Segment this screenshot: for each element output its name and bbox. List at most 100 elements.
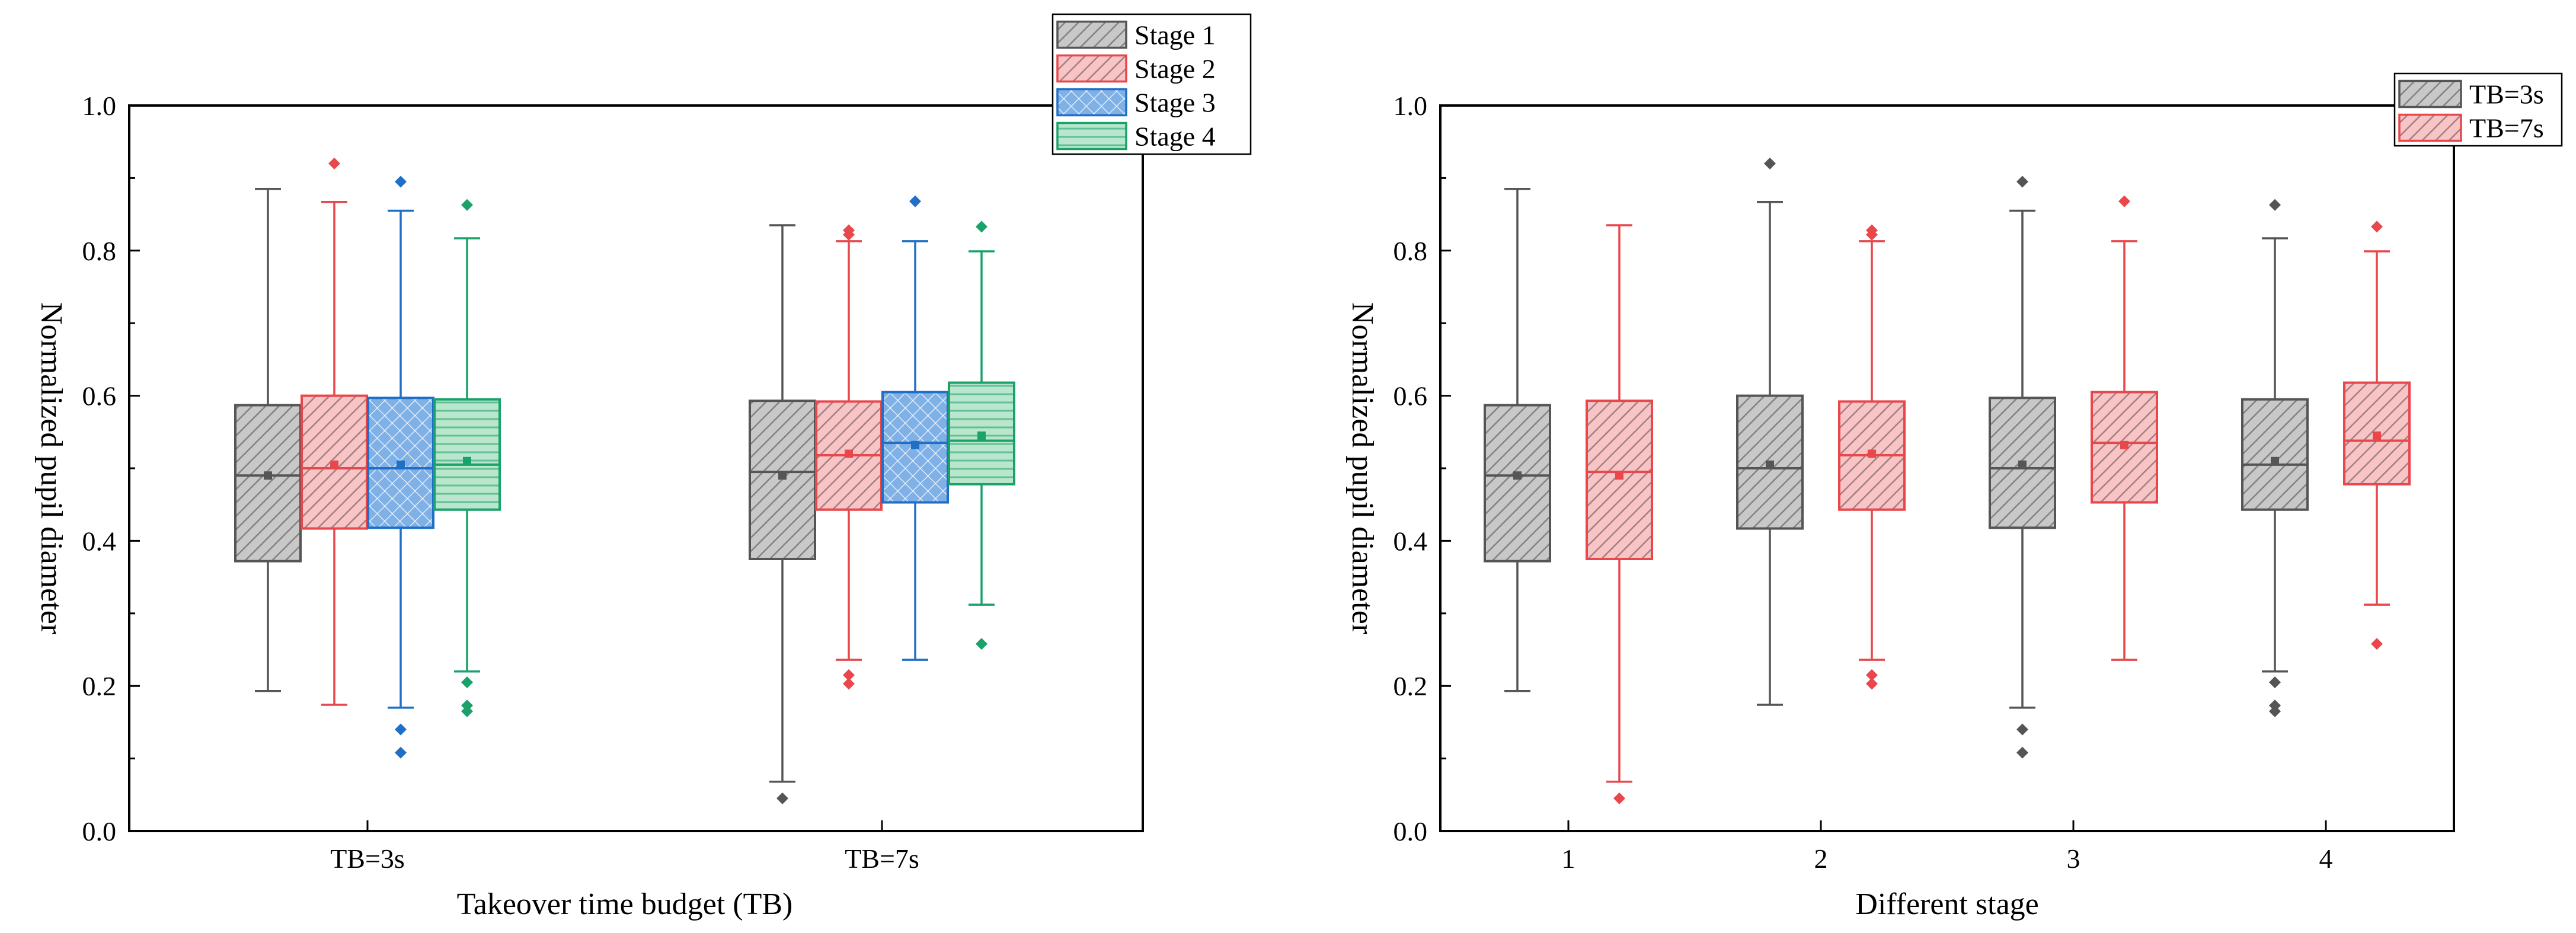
y-tick-label: 0.8 — [82, 236, 117, 266]
y-tick-label: 0.2 — [82, 671, 117, 701]
y-tick-label: 0.0 — [1394, 816, 1428, 846]
legend-swatch-outline — [1056, 54, 1127, 83]
series-tb-7s — [1586, 195, 2411, 804]
legend-label: Stage 1 — [1134, 20, 1216, 50]
x-axis: 1 2 3 4 — [1562, 820, 2333, 874]
legend-swatch-pattern — [2399, 114, 2461, 141]
outlier-point — [2016, 746, 2028, 759]
outlier-point — [2269, 676, 2281, 689]
box — [881, 195, 949, 661]
outlier-point — [2016, 723, 2028, 736]
box-series — [1484, 157, 2411, 804]
x-tick-label: 3 — [2067, 843, 2080, 874]
mean-marker — [1766, 460, 1774, 469]
box-outline — [433, 398, 501, 511]
y-tick-label: 0.4 — [82, 526, 117, 556]
x-axis-title: Different stage — [1855, 887, 2038, 921]
x-axis: TB=3s TB=7s — [330, 820, 919, 874]
legend-label: Stage 2 — [1134, 54, 1216, 84]
mean-marker — [845, 449, 853, 458]
legend-swatch-pattern — [1057, 123, 1126, 149]
x-tick-label: TB=3s — [330, 843, 405, 874]
outlier-point — [1866, 228, 1878, 241]
y-tick-label: 0.6 — [82, 381, 117, 411]
outlier-point — [1866, 669, 1878, 681]
box-pattern — [1587, 401, 1652, 559]
x-tick-label: 2 — [1814, 843, 1828, 874]
outlier-point — [776, 792, 788, 804]
outlier-point — [461, 676, 473, 689]
mean-marker — [2373, 431, 2381, 440]
y-tick-label: 1.0 — [1394, 91, 1428, 121]
outlier-point — [909, 195, 921, 207]
series-stage-4 — [433, 199, 1015, 718]
legend-label: TB=7s — [2469, 113, 2544, 143]
outlier-point — [2016, 175, 2028, 188]
box — [2241, 199, 2309, 718]
mean-marker — [2271, 456, 2279, 465]
box — [367, 175, 434, 759]
box-outline — [1736, 394, 1804, 530]
box — [433, 199, 501, 718]
y-tick-label: 1.0 — [82, 91, 117, 121]
series-stage-3 — [367, 175, 949, 759]
outlier-point — [843, 678, 855, 690]
outlier-point — [395, 746, 407, 759]
outlier-point — [843, 228, 855, 241]
outlier-point — [2118, 195, 2130, 207]
box-outline — [2091, 391, 2158, 504]
outlier-point — [2269, 705, 2281, 718]
box-pattern — [1485, 405, 1550, 561]
legend-label: Stage 4 — [1134, 122, 1216, 152]
x-axis-title: Takeover time budget (TB) — [457, 887, 793, 921]
outlier-point — [1866, 678, 1878, 690]
box — [749, 224, 816, 804]
box — [1838, 224, 1906, 690]
box — [1736, 157, 1804, 706]
y-axis-title: Normalized pupil diameter — [1345, 302, 1379, 634]
legend-label: Stage 3 — [1134, 88, 1216, 118]
legend-swatch-outline — [1056, 88, 1127, 117]
mean-marker — [330, 460, 338, 469]
outlier-point — [328, 157, 340, 170]
box — [301, 157, 368, 706]
box-outline — [1586, 400, 1653, 561]
legend-swatch-outline — [2398, 79, 2462, 108]
mean-marker — [1868, 449, 1876, 458]
legend-label: TB=3s — [2469, 79, 2544, 110]
box — [1989, 175, 2056, 759]
box-outline — [1989, 397, 2056, 529]
box-outline — [2343, 381, 2411, 485]
legend-swatch-outline — [2398, 113, 2462, 142]
y-axis-title: Normalized pupil diameter — [34, 302, 68, 634]
box-outline — [948, 381, 1015, 485]
y-tick-label: 0.2 — [1394, 671, 1428, 701]
mean-marker — [1615, 471, 1623, 480]
box-outline — [1484, 404, 1551, 563]
y-tick-label: 0.8 — [1394, 236, 1428, 266]
legend-swatch-pattern — [1057, 55, 1126, 82]
box — [1586, 224, 1653, 804]
outlier-point — [1764, 157, 1776, 170]
mean-marker — [397, 460, 405, 469]
left-chart: 0.0 0.2 0.4 0.6 0.8 1.0 TB=3s TB=7s Takeover t… — [34, 13, 1252, 921]
x-tick-label: 1 — [1562, 843, 1575, 874]
box-series — [234, 157, 1015, 804]
outlier-point — [2371, 638, 2383, 650]
box — [234, 188, 302, 692]
outlier-point — [2269, 199, 2281, 211]
outlier-point — [976, 638, 987, 650]
outlier-point — [395, 723, 407, 736]
y-tick-label: 0.6 — [1394, 381, 1428, 411]
box — [948, 221, 1015, 650]
mean-marker — [911, 440, 919, 449]
box-outline — [2241, 398, 2309, 511]
mean-marker — [778, 471, 787, 480]
outlier-point — [1613, 792, 1625, 804]
legend: Stage 1 Stage 2 Stage 3 Stage 4 — [1052, 13, 1252, 155]
mean-marker — [264, 471, 272, 480]
legend-swatch-pattern — [1057, 89, 1126, 116]
outlier-point — [2371, 221, 2383, 233]
